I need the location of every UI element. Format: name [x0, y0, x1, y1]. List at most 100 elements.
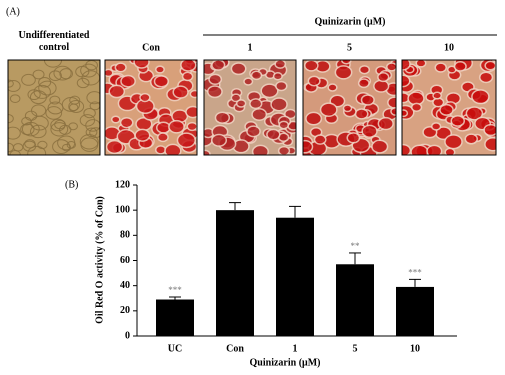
cell — [307, 75, 321, 87]
cell — [214, 111, 231, 124]
cell — [415, 60, 427, 68]
x-tick-label: UC — [168, 343, 182, 354]
cell — [29, 90, 47, 105]
cell — [432, 91, 443, 100]
cell — [250, 70, 263, 81]
cell — [114, 62, 127, 73]
cell — [410, 102, 423, 112]
cell — [444, 147, 456, 155]
cell — [249, 98, 263, 110]
cell — [402, 74, 411, 88]
cell — [357, 78, 370, 89]
cell — [206, 85, 223, 99]
cell — [272, 72, 283, 81]
cell — [119, 116, 134, 129]
cell — [410, 144, 429, 155]
image-border — [401, 59, 497, 156]
cell — [185, 105, 197, 119]
cell — [12, 143, 24, 152]
cell — [61, 143, 72, 152]
cell — [186, 121, 197, 132]
cell — [334, 65, 353, 80]
cell — [319, 102, 338, 118]
cell — [313, 134, 327, 145]
cell — [439, 103, 454, 116]
cell — [168, 119, 185, 134]
panel-label: (A) — [6, 6, 20, 17]
x-tick-label: 5 — [353, 343, 358, 354]
image-label: 10 — [444, 42, 454, 53]
cell — [133, 60, 150, 69]
cell — [464, 133, 479, 145]
cell — [80, 63, 98, 78]
cell — [21, 117, 32, 126]
cell — [83, 107, 96, 119]
cell — [52, 139, 71, 154]
cell — [120, 74, 136, 88]
significance-label: ** — [351, 241, 361, 251]
cell — [85, 119, 100, 132]
cell — [251, 144, 270, 155]
cell — [346, 132, 361, 144]
cell — [153, 75, 170, 88]
image-border — [203, 59, 297, 156]
cell — [402, 143, 412, 155]
cell — [156, 121, 171, 134]
cell — [377, 72, 390, 83]
bar — [396, 286, 434, 336]
cell — [108, 84, 126, 99]
cell — [303, 60, 319, 72]
y-tick-label: 100 — [115, 204, 130, 215]
cell — [85, 60, 98, 71]
cell — [164, 143, 182, 155]
y-tick-label: 60 — [120, 255, 130, 266]
image-border — [7, 59, 101, 156]
x-axis-label: Quinizarin (μM) — [250, 357, 321, 368]
cell — [478, 71, 494, 84]
cell — [156, 132, 169, 143]
cell — [483, 123, 496, 137]
micrograph — [204, 60, 296, 155]
cell — [434, 62, 447, 73]
image-label-box: Undifferentiated control — [18, 30, 90, 53]
micrograph — [303, 60, 396, 155]
cell — [342, 104, 353, 113]
cell — [105, 139, 124, 155]
cell — [59, 68, 73, 80]
cell — [176, 132, 197, 149]
cell — [47, 101, 64, 115]
y-tick-label: 80 — [120, 230, 130, 241]
cell — [450, 114, 466, 127]
cell — [303, 139, 314, 154]
cell — [465, 106, 484, 121]
micrograph — [8, 60, 100, 155]
cell — [270, 97, 288, 112]
cell — [27, 145, 47, 155]
significance-label: *** — [408, 267, 422, 277]
cell — [79, 134, 99, 150]
image-label: Undifferentiated control — [18, 30, 90, 53]
cell — [426, 144, 443, 155]
group-header: Quinizarin (μM) — [315, 16, 386, 27]
cell — [358, 65, 371, 75]
cell — [89, 127, 100, 139]
micrograph — [402, 60, 496, 155]
image-label: 1 — [248, 42, 253, 53]
cell — [453, 61, 467, 72]
cell — [243, 77, 254, 86]
cell — [68, 100, 85, 113]
cell — [38, 76, 52, 88]
cell — [53, 65, 72, 81]
cell — [260, 83, 279, 99]
image-label: 5 — [347, 42, 352, 53]
cell — [110, 115, 121, 124]
cell — [59, 124, 72, 135]
cell — [154, 65, 165, 74]
cell — [105, 68, 114, 78]
cell — [208, 73, 223, 85]
cell — [32, 69, 45, 80]
cell — [277, 145, 291, 155]
micrograph — [105, 60, 197, 155]
